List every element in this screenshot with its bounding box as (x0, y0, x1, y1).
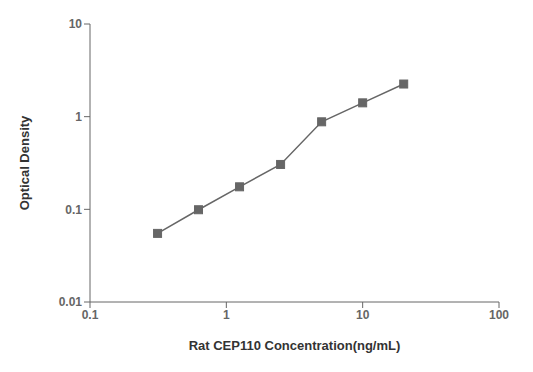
svg-text:10: 10 (356, 308, 370, 322)
svg-text:0.01: 0.01 (59, 295, 83, 309)
svg-text:10: 10 (69, 17, 83, 31)
svg-text:0.1: 0.1 (82, 308, 99, 322)
svg-text:Optical Density: Optical Density (17, 115, 32, 210)
svg-text:0.1: 0.1 (65, 203, 82, 217)
svg-text:Rat CEP110 Concentration(ng/mL: Rat CEP110 Concentration(ng/mL) (189, 338, 401, 353)
svg-text:100: 100 (489, 308, 509, 322)
svg-text:1: 1 (223, 308, 230, 322)
svg-text:1: 1 (75, 110, 82, 124)
